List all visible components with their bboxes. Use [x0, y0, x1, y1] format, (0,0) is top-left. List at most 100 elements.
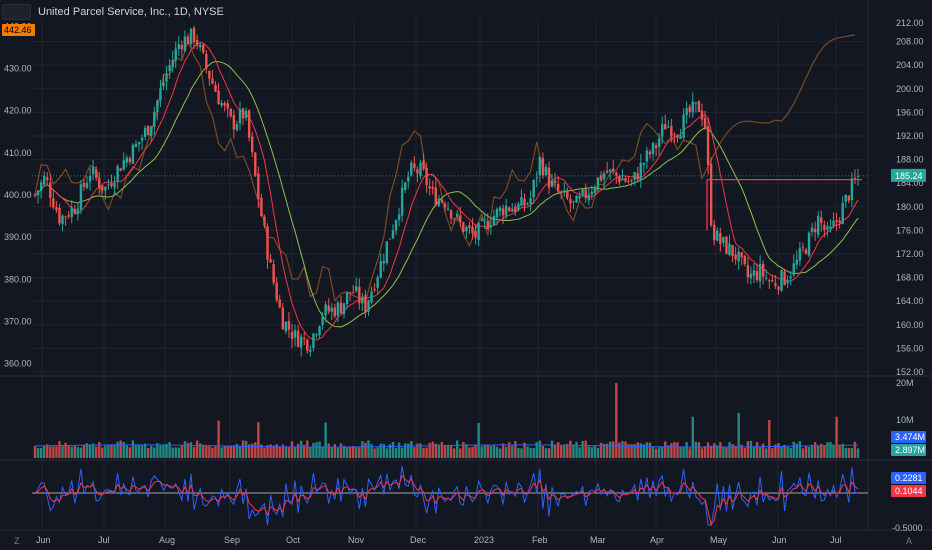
candle-body [281, 307, 285, 330]
candle-body [719, 233, 722, 244]
candle-body [229, 108, 233, 117]
volume-bar [64, 442, 67, 458]
volume-bar [46, 444, 49, 458]
x-axis-tick-label: Mar [590, 535, 606, 545]
volume-bar [150, 445, 153, 458]
volume-bar [296, 443, 300, 458]
volume-bar [361, 441, 364, 458]
candle-body [523, 198, 526, 206]
volume-bar [52, 446, 55, 458]
candle-body [563, 190, 566, 193]
candle-body [706, 126, 710, 166]
left-axis-tick-label: 360.00 [4, 359, 32, 369]
candle-body [835, 220, 838, 222]
candle-body [682, 114, 685, 138]
volume-bar [153, 447, 156, 458]
volume-bar [731, 444, 734, 458]
right-axis-tick-label: 200.00 [896, 84, 924, 94]
candle-body [119, 168, 122, 171]
volume-bar [740, 444, 743, 458]
candle-body [101, 185, 104, 191]
candle-body [140, 137, 144, 141]
candle-body [125, 157, 128, 163]
candle-body [520, 197, 523, 206]
candle-body [691, 101, 694, 113]
volume-bar [101, 447, 104, 458]
candle-body [348, 292, 352, 294]
volume-bar [645, 442, 649, 458]
volume-bar [208, 445, 211, 458]
auto-scale-button[interactable]: A [906, 536, 913, 546]
volume-bar [801, 448, 805, 458]
volume-bar [783, 444, 786, 458]
x-axis-tick-label: Feb [532, 535, 548, 545]
candle-body [679, 135, 682, 139]
oscillator-signal-label: 0.1044 [895, 486, 923, 496]
volume-bar [177, 447, 180, 458]
volume-bar [358, 447, 361, 458]
volume-bar [761, 443, 765, 458]
candle-body [532, 180, 535, 198]
candle-body [624, 178, 627, 182]
candle-body [566, 191, 569, 199]
candle-body [293, 330, 297, 338]
volume-value-label: 3.474M [895, 432, 925, 442]
last-price-badge [891, 168, 926, 182]
volume-bar [355, 446, 358, 458]
candle-body [235, 123, 239, 131]
volume-bar [370, 444, 373, 458]
volume-bar [284, 446, 288, 458]
volume-bar [541, 445, 545, 458]
candle-body [667, 126, 670, 128]
chart-title: United Parcel Service, Inc., 1D, NYSE [38, 6, 224, 18]
volume-axis-tick-label: 10M [896, 415, 914, 425]
volume-bar [682, 447, 685, 458]
volume-bar [517, 448, 520, 458]
volume-bar [526, 446, 529, 458]
candle-body [128, 158, 132, 163]
candle-body [351, 292, 355, 294]
x-axis-tick-label: Nov [348, 535, 365, 545]
x-axis-tick-label: Sep [224, 535, 240, 545]
volume-bar [560, 445, 563, 458]
volume-bar [373, 448, 376, 458]
candle-body [39, 182, 43, 192]
timezone-toggle[interactable]: Z [14, 536, 20, 546]
candle-body [278, 299, 281, 308]
volume-bar [605, 443, 609, 458]
candle-body [648, 151, 652, 155]
volume-bar [725, 447, 728, 458]
candle-body [838, 220, 841, 223]
right-axis-tick-label: 180.00 [896, 202, 924, 212]
candle-body [746, 265, 750, 278]
volume-bar [324, 422, 327, 458]
candle-body [654, 145, 658, 149]
candle-body [315, 334, 318, 336]
right-axis-tick-label: 168.00 [896, 273, 924, 283]
right-axis-tick-label: 196.00 [896, 107, 924, 117]
volume-bar [685, 442, 688, 458]
candle-body [633, 172, 636, 180]
candle-body [79, 184, 83, 210]
candle-body [526, 203, 529, 205]
candle-body [621, 178, 624, 181]
candle-body [660, 124, 664, 137]
oscillator-fast-label: 0.2281 [895, 473, 923, 483]
candle-body [339, 302, 343, 314]
volume-bar [844, 447, 847, 458]
volume-bar [743, 447, 746, 458]
volume-bar [841, 443, 844, 458]
right-axis-tick-label: 212.00 [896, 18, 924, 28]
right-axis-tick-label: 208.00 [896, 37, 924, 47]
candle-body [547, 167, 551, 188]
volume-bar [563, 444, 566, 458]
volume-value-badge [891, 431, 926, 443]
auto-scale-toggle[interactable] [2, 4, 31, 20]
volume-bar [608, 441, 612, 458]
candle-body [49, 182, 52, 198]
volume-bar [104, 445, 107, 458]
volume-bar [520, 448, 523, 458]
volume-bar [817, 445, 820, 458]
candle-body [361, 296, 364, 304]
